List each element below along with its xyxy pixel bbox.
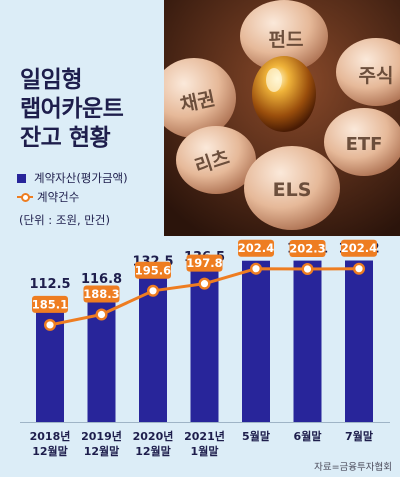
line-value-badge-0	[32, 295, 68, 313]
x-tick-label-0-0: 2018년	[30, 429, 71, 443]
line-point-1	[95, 308, 108, 321]
bar-6	[345, 260, 373, 422]
photo-label-fund: 펀드	[269, 29, 304, 51]
x-tick-label-3-0: 2021년	[184, 429, 225, 443]
x-tick-label-2-0: 2020년	[133, 429, 174, 443]
title-line-2: 랩어카운트	[20, 96, 124, 122]
bar-2	[139, 273, 167, 422]
line-value-badge-3	[186, 254, 223, 272]
egg-pile	[164, 0, 400, 230]
line-value-label-1: 188.3	[83, 287, 119, 301]
legend-line: 계약건수	[17, 189, 79, 205]
line-value-badge-6	[341, 239, 377, 257]
line-value-label-2: 195.6	[135, 263, 171, 277]
photo-label-etf: ETF	[346, 134, 383, 155]
line-value-label-0: 185.1	[32, 297, 68, 311]
line-value-badge-5	[289, 240, 326, 258]
x-tick-label-3-1: 1월말	[191, 444, 219, 458]
bar-5	[293, 260, 322, 422]
line-value-label-3: 197.8	[186, 256, 222, 270]
x-tick-label-1-1: 12월말	[84, 444, 120, 458]
line-point-0	[44, 318, 57, 331]
x-tick-label-2-1: 12월말	[135, 444, 171, 458]
photo-label-stock: 주식	[359, 65, 394, 87]
line-value-badge-2	[135, 261, 171, 279]
x-tick-label-1-0: 2019년	[81, 429, 122, 443]
bar-4	[242, 260, 270, 422]
chart-title: 일임형 랩어카운트 잔고 현황	[20, 66, 170, 153]
title-line-1: 일임형	[20, 67, 82, 93]
line-value-badge-1	[83, 285, 120, 303]
line-value-label-6: 202.4	[341, 241, 377, 255]
legend-bars: 계약자산(평가금액)	[17, 170, 128, 186]
legend-bar-swatch	[17, 173, 26, 183]
bar-3	[190, 269, 219, 422]
line-point-4	[249, 262, 262, 275]
bar-value-label-1: 116.8	[81, 272, 122, 287]
line-point-2	[146, 284, 159, 297]
line-value-label-4: 202.4	[238, 241, 274, 255]
legend-line-swatch	[17, 192, 33, 202]
unit-note: (단위 : 조원, 만건)	[19, 213, 110, 227]
line-point-3	[198, 277, 211, 290]
line-value-label-5: 202.3	[289, 242, 325, 256]
eggs-photo: 펀드 주식 채권 ETF 리츠 ELS	[164, 0, 400, 236]
photo-label-els: ELS	[273, 179, 312, 201]
line-value-badge-4	[238, 239, 274, 257]
bar-0	[36, 296, 64, 422]
line-point-6	[353, 262, 366, 275]
x-tick-label-4-0: 5월말	[242, 429, 270, 443]
x-tick-label-5-0: 6월말	[294, 429, 322, 443]
source-note: 자료=금융투자협회	[314, 462, 392, 473]
x-tick-label-0-1: 12월말	[32, 444, 68, 458]
title-line-3: 잔고 현황	[20, 125, 111, 151]
line-point-5	[301, 263, 314, 276]
bar-value-label-0: 112.5	[29, 277, 70, 292]
x-tick-label-6-0: 7월말	[345, 429, 373, 443]
legend-line-label: 계약건수	[37, 190, 80, 204]
legend-bar-label: 계약자산(평가금액)	[34, 171, 128, 185]
